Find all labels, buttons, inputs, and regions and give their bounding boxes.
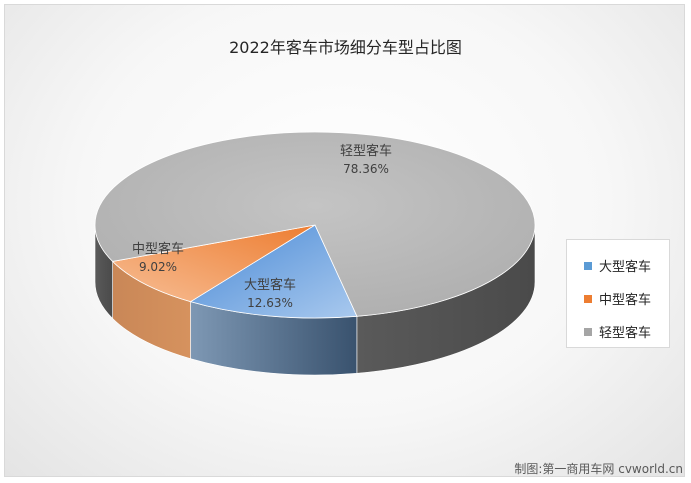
legend-swatch [584, 261, 592, 270]
pie-slice-light-bus [94, 131, 536, 317]
slice-value-light-bus: 78.36% [343, 162, 389, 176]
chart-legend: 大型客车 中型客车 轻型客车 [566, 239, 670, 348]
legend-label: 中型客车 [599, 293, 652, 308]
legend-item-medium-bus: 中型客车 [567, 282, 669, 315]
legend-swatch [584, 327, 592, 336]
legend-item-light-bus: 轻型客车 [567, 315, 669, 348]
slice-label-large-bus: 大型客车 [244, 277, 296, 293]
pie-slice-large-bus [189, 224, 358, 319]
slice-label-medium-bus: 中型客车 [132, 241, 184, 257]
legend-label: 大型客车 [599, 260, 652, 275]
legend-item-large-bus: 大型客车 [567, 249, 669, 282]
slice-value-large-bus: 12.63% [247, 296, 293, 310]
chart-title: 2022年客车市场细分车型占比图 [229, 38, 462, 57]
pie-slice-medium-bus [111, 224, 316, 303]
slice-label-light-bus: 轻型客车 [340, 143, 392, 159]
legend-swatch [584, 294, 592, 303]
slice-value-medium-bus: 9.02% [139, 260, 177, 274]
chart-credit: 制图:第一商用车网 cvworld.cn [514, 462, 683, 476]
legend-label: 轻型客车 [599, 326, 652, 341]
